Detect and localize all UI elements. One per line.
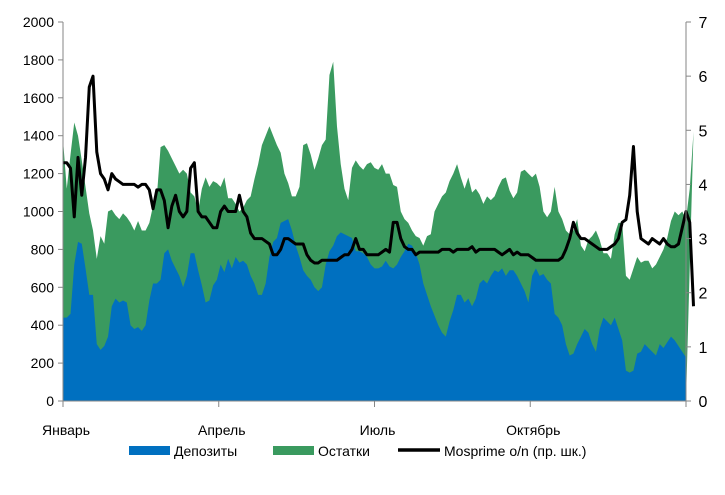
legend-label-mosprime: Mosprime o/n (пр. шк.): [444, 443, 586, 459]
legend-swatch-deposits: [129, 446, 170, 455]
y-left-tick-label: 0: [46, 393, 54, 409]
y-left-tick-label: 400: [31, 317, 55, 333]
y-right-tick-label: 0: [699, 394, 708, 411]
series-line-mosprime: [63, 74, 696, 307]
y-right-tick-label: 3: [699, 232, 708, 249]
legend-label-balances: Остатки: [318, 443, 370, 459]
x-tick-label: Январь: [42, 422, 90, 438]
x-tick-label: Июль: [360, 422, 396, 438]
chart-areas: [63, 61, 694, 402]
y-left-tick-label: 1200: [23, 166, 54, 182]
chart-axes: [58, 21, 691, 407]
series-area-deposits: [63, 219, 686, 401]
y-left-tick-label: 1000: [23, 204, 54, 220]
y-left-tick-label: 800: [31, 241, 55, 257]
y-right-tick-label: 2: [699, 286, 708, 303]
legend-label-deposits: Депозиты: [174, 443, 237, 459]
y-right-tick-label: 4: [699, 177, 708, 194]
y-left-tick-label: 200: [31, 355, 55, 371]
y-left-tick-label: 1600: [23, 90, 54, 106]
y-left-tick-label: 1800: [23, 52, 54, 68]
y-right-tick-label: 1: [699, 340, 708, 357]
y-right-tick-label: 6: [699, 69, 708, 86]
y-left-tick-label: 600: [31, 279, 55, 295]
legend-swatch-balances: [273, 446, 314, 455]
chart-tick-labels: 0 200 400 600 800 1000 1200 1400 1600 1800 2000 0 1 2…: [23, 14, 708, 438]
y-right-tick-label: 5: [699, 123, 708, 140]
x-tick-label: Апрель: [198, 422, 246, 438]
x-tick-label: Октябрь: [506, 422, 560, 438]
y-right-tick-label: 7: [699, 15, 708, 32]
y-left-tick-label: 2000: [23, 14, 54, 30]
legend: Депозиты Остатки Mosprime o/n (пр. шк.): [129, 443, 586, 459]
y-left-tick-label: 1400: [23, 128, 54, 144]
